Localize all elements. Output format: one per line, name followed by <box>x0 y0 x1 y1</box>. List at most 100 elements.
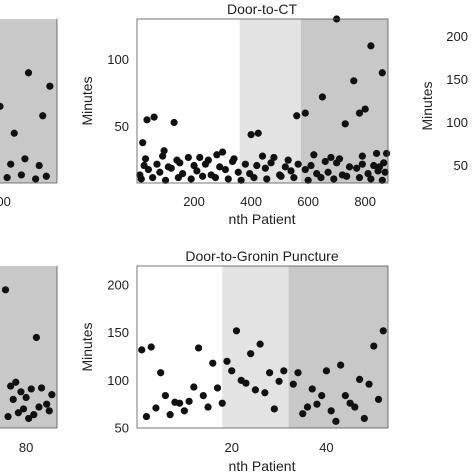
data-point <box>379 327 387 335</box>
data-point <box>361 105 369 113</box>
data-point <box>327 407 335 415</box>
data-point <box>187 175 195 183</box>
data-point <box>10 129 18 137</box>
data-point <box>256 340 264 348</box>
data-point <box>378 69 386 77</box>
data-point <box>166 411 174 419</box>
data-point <box>318 392 326 400</box>
data-point <box>364 169 372 178</box>
data-point <box>12 378 20 386</box>
data-point <box>267 159 275 167</box>
right-ylabel: Minutes <box>419 81 435 130</box>
dgp-ticks: 20 40 50 100 150 200 <box>107 278 333 455</box>
x-tick-label: 600 <box>297 194 319 209</box>
data-point <box>307 161 315 170</box>
data-point <box>153 160 161 168</box>
data-point <box>193 167 201 175</box>
data-point <box>293 112 301 120</box>
y-tick-label: 50 <box>115 421 129 436</box>
dgp-phase-band <box>222 266 289 428</box>
data-point <box>0 102 4 110</box>
data-point <box>223 357 231 365</box>
data-point <box>149 174 157 182</box>
data-point <box>152 404 160 412</box>
data-point <box>199 392 207 400</box>
data-point <box>142 412 151 421</box>
data-point <box>287 167 295 175</box>
data-point <box>161 392 170 400</box>
bl-ticks: 80 <box>19 440 33 455</box>
data-point <box>247 350 255 358</box>
data-point <box>261 164 269 172</box>
data-point <box>46 82 54 90</box>
data-point <box>341 392 349 400</box>
data-point <box>365 380 373 388</box>
ct-ylabel: Minutes <box>79 76 95 125</box>
data-point <box>367 42 375 50</box>
data-point <box>7 382 15 390</box>
data-point <box>196 153 204 162</box>
data-point <box>139 139 147 147</box>
tl-ticks: 800 <box>0 194 11 209</box>
data-point <box>22 393 30 402</box>
data-point <box>143 116 151 124</box>
data-point <box>150 113 158 121</box>
data-point <box>332 417 340 425</box>
data-point <box>32 175 40 183</box>
data-point <box>263 175 271 183</box>
data-point <box>204 403 212 411</box>
data-point <box>270 153 278 162</box>
data-point <box>17 171 25 179</box>
data-point <box>35 403 43 411</box>
ct-points <box>136 15 391 184</box>
ct-xlabel: nth Patient <box>229 211 296 227</box>
data-point <box>277 172 285 180</box>
data-point <box>234 168 242 176</box>
x-tick-label: 800 <box>354 194 376 209</box>
data-point <box>157 369 165 377</box>
data-point <box>294 369 302 377</box>
data-point <box>299 410 307 418</box>
data-point <box>190 383 198 391</box>
data-point <box>209 359 217 367</box>
data-point <box>355 174 364 182</box>
data-point <box>254 129 262 137</box>
data-point <box>310 151 318 159</box>
data-point <box>211 174 220 182</box>
dgp-xlabel: nth Patient <box>229 458 296 474</box>
data-point <box>48 391 56 399</box>
data-point <box>301 109 309 117</box>
data-point <box>176 399 184 407</box>
x-tick-label: 80 <box>19 440 33 455</box>
data-point <box>370 161 378 170</box>
ct-plot-frame <box>136 18 389 184</box>
y-tick-label: 100 <box>446 115 468 130</box>
data-point <box>216 163 224 171</box>
y-tick-label: 150 <box>107 325 129 340</box>
data-point <box>284 156 292 164</box>
data-point <box>3 174 11 182</box>
data-point <box>37 384 46 392</box>
data-point <box>39 112 47 120</box>
data-point <box>221 165 230 174</box>
data-point <box>137 175 145 183</box>
data-point <box>380 159 388 167</box>
data-point <box>27 385 35 393</box>
data-point <box>250 174 258 182</box>
data-point <box>345 163 354 171</box>
data-point <box>367 175 375 183</box>
tl-points <box>0 69 54 183</box>
data-point <box>156 168 164 176</box>
data-point <box>140 161 148 170</box>
data-point <box>378 176 386 184</box>
ct-title: Door-to-CT <box>227 1 297 17</box>
data-point <box>30 411 38 419</box>
data-point <box>330 175 338 183</box>
data-point <box>261 389 269 397</box>
data-point <box>241 160 249 168</box>
data-point <box>318 93 326 101</box>
data-point <box>228 367 236 375</box>
data-point <box>170 118 178 127</box>
data-point <box>159 152 167 160</box>
